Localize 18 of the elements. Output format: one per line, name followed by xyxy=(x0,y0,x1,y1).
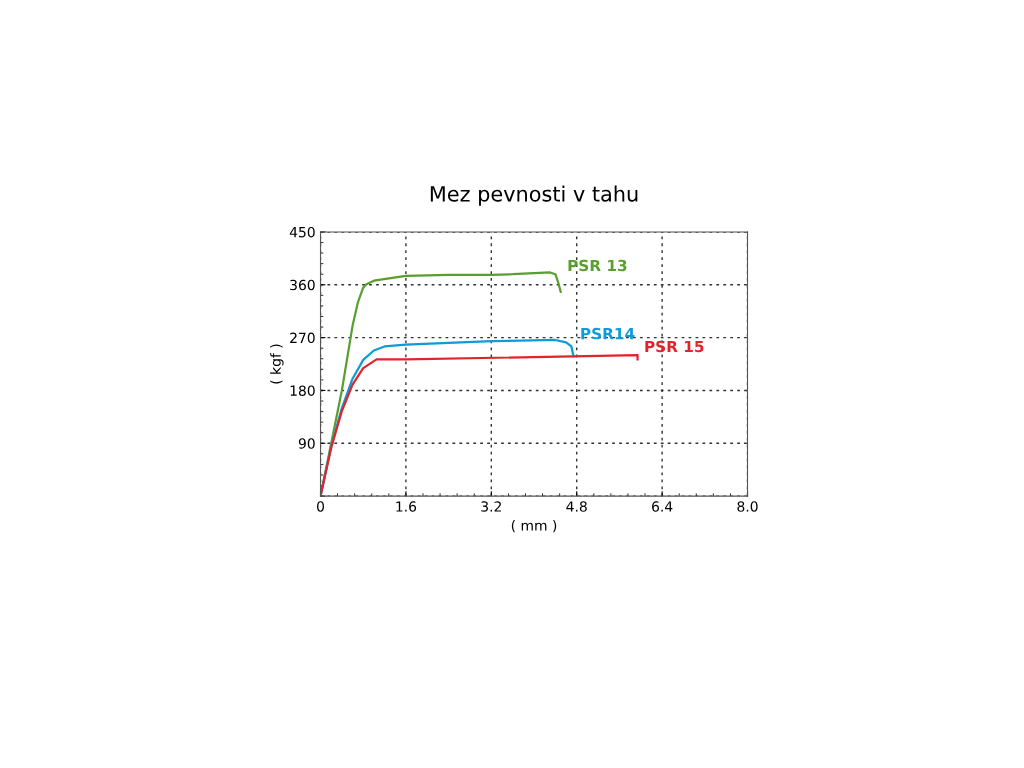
x-tick-label: 0 xyxy=(317,501,325,512)
y-tick-label: 270 xyxy=(290,332,315,344)
x-tick-label: 8.0 xyxy=(737,501,758,512)
series-label: PSR 15 xyxy=(645,340,704,353)
series-label: PSR14 xyxy=(581,327,635,340)
y-tick-label: 450 xyxy=(289,226,315,238)
x-tick-label: 6.4 xyxy=(652,501,673,512)
x-tick-label: 4.8 xyxy=(566,501,587,512)
y-tick-label: 90 xyxy=(298,438,315,449)
x-tick-label: 3.2 xyxy=(481,501,501,512)
series-label: PSR 13 xyxy=(568,259,627,272)
y-axis-title: ( kgf ) xyxy=(270,344,284,384)
y-tick-label: 180 xyxy=(290,385,315,396)
chart-title: Mez pevnosti v tahu xyxy=(430,185,638,206)
line-series xyxy=(320,354,639,497)
y-tick-label: 360 xyxy=(290,279,315,291)
x-axis-title: ( mm ) xyxy=(511,520,557,533)
x-tick-label: 1.6 xyxy=(396,501,417,512)
